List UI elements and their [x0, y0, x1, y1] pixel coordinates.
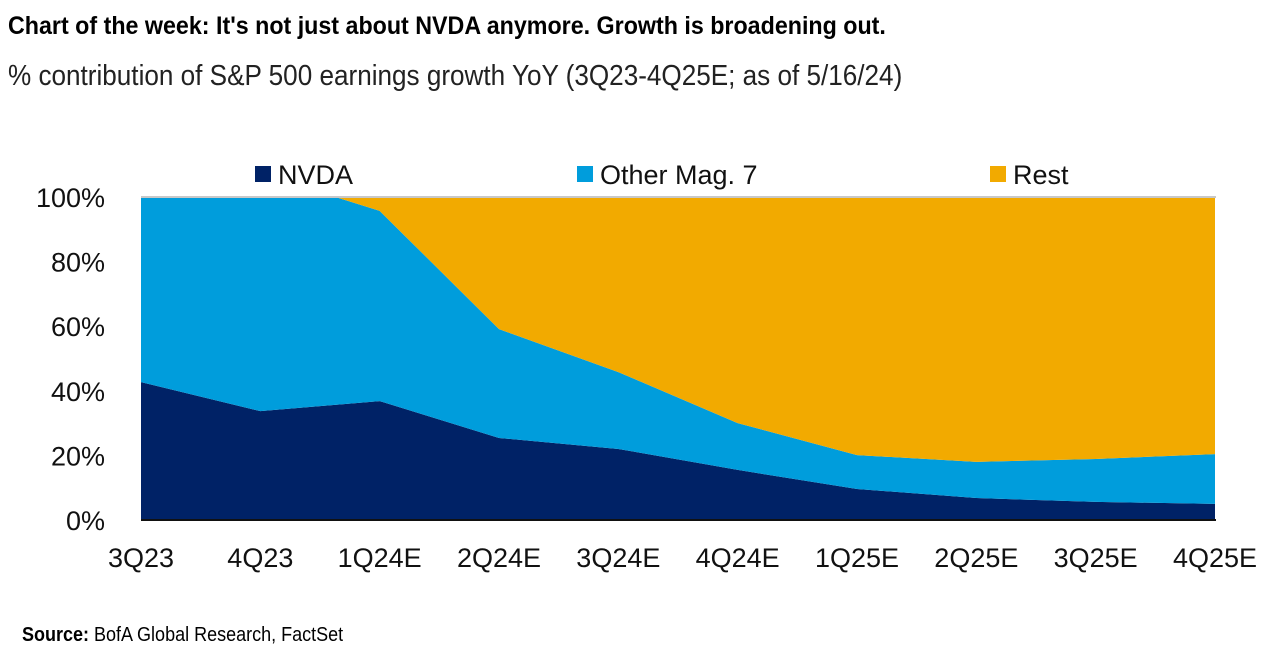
x-tick-label: 2Q25E [934, 543, 1018, 573]
chart-title: Chart of the week: It's not just about N… [8, 12, 886, 40]
x-tick-label: 3Q25E [1054, 543, 1138, 573]
source-note: Source: BofA Global Research, FactSet [22, 624, 343, 647]
legend-label: Other Mag. 7 [600, 160, 758, 190]
x-tick-label: 4Q24E [696, 543, 780, 573]
x-tick-label: 1Q25E [815, 543, 899, 573]
legend-label: Rest [1013, 160, 1069, 190]
legend-swatch [255, 166, 271, 182]
y-tick-label: 20% [51, 441, 105, 471]
y-tick-label: 80% [51, 248, 105, 278]
x-tick-label: 4Q25E [1173, 543, 1257, 573]
x-tick-label: 3Q23 [108, 543, 174, 573]
source-text: BofA Global Research, FactSet [94, 624, 344, 646]
area-other-mag-7 [141, 197, 1215, 504]
y-tick-label: 40% [51, 377, 105, 407]
chart-subtitle: % contribution of S&P 500 earnings growt… [8, 60, 903, 92]
x-tick-label: 1Q24E [338, 543, 422, 573]
area-rest [141, 197, 1215, 462]
y-tick-label: 0% [66, 506, 105, 536]
source-label: Source: [22, 624, 90, 646]
legend-swatch [577, 166, 593, 182]
legend-label: NVDA [278, 160, 353, 190]
y-tick-label: 100% [36, 183, 105, 213]
x-tick-label: 2Q24E [457, 543, 541, 573]
y-tick-label: 60% [51, 312, 105, 342]
area-nvda [141, 382, 1215, 520]
plot-area [141, 197, 1215, 520]
x-tick-label: 3Q24E [576, 543, 660, 573]
legend-swatch [990, 166, 1006, 182]
x-tick-label: 4Q23 [227, 543, 293, 573]
